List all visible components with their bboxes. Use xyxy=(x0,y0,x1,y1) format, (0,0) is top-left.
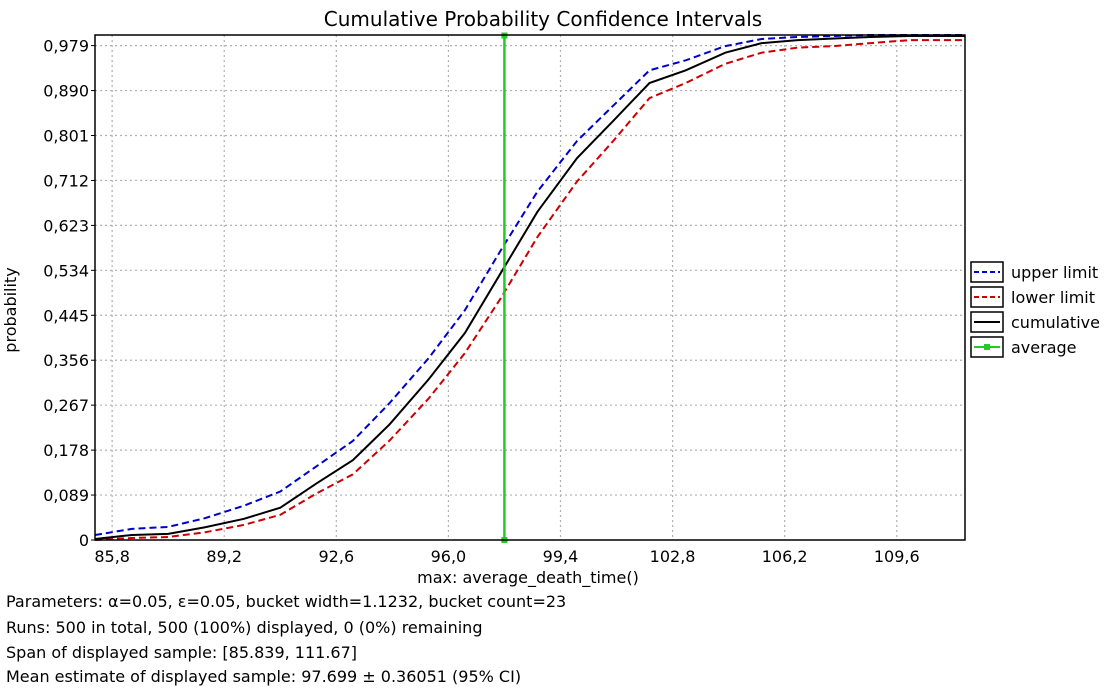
legend-label: cumulative xyxy=(1011,313,1100,332)
series-line-cumulative xyxy=(94,35,965,540)
y-tick-label: 0,445 xyxy=(43,306,89,325)
y-tick-label: 0,623 xyxy=(43,216,89,235)
x-tick-label: 96,0 xyxy=(431,547,467,566)
legend-label: average xyxy=(1011,338,1077,357)
runs-text: Runs: 500 in total, 500 (100%) displayed… xyxy=(6,618,483,637)
x-tick-label: 99,4 xyxy=(543,547,579,566)
legend-label: upper limit xyxy=(1011,263,1098,282)
mean-estimate-text: Mean estimate of displayed sample: 97.69… xyxy=(6,667,522,686)
y-tick-label: 0,534 xyxy=(43,261,89,280)
y-tick-label: 0 xyxy=(79,531,89,550)
x-tick-label: 89,2 xyxy=(206,547,242,566)
plot-border xyxy=(94,34,966,541)
plot-area xyxy=(95,35,965,540)
y-tick-label: 0,712 xyxy=(43,171,89,190)
parameters-text: Parameters: α=0.05, ε=0.05, bucket width… xyxy=(6,592,567,611)
x-tick-label: 102,8 xyxy=(650,547,696,566)
series-line-upper-limit xyxy=(94,34,965,536)
x-tick-label: 85,8 xyxy=(94,547,130,566)
y-tick-label: 0,356 xyxy=(43,351,89,370)
x-tick-label: 92,6 xyxy=(319,547,355,566)
y-tick-label: 0,267 xyxy=(43,396,89,415)
chart-title: Cumulative Probability Confidence Interv… xyxy=(324,7,762,31)
y-tick-label: 0,178 xyxy=(43,441,89,460)
legend-marker xyxy=(984,344,990,350)
x-axis-label: max: average_death_time() xyxy=(417,568,639,588)
legend-label: lower limit xyxy=(1011,288,1095,307)
grid-lines xyxy=(95,35,965,540)
x-tick-label: 106,2 xyxy=(762,547,808,566)
series-line-lower-limit xyxy=(94,39,965,541)
span-text: Span of displayed sample: [85.839, 111.6… xyxy=(6,643,358,662)
legend: upper limit lower limit cumulative average xyxy=(970,261,1100,358)
y-tick-label: 0,979 xyxy=(43,37,89,56)
y-tick-label: 0,801 xyxy=(43,126,89,145)
y-tick-label: 0,089 xyxy=(43,486,89,505)
x-tick-label: 109,6 xyxy=(874,547,920,566)
axes: 85,8 89,2 92,6 96,0 99,4 102,8 106,2 109,6 0 0,08… xyxy=(43,34,966,566)
y-axis-label: probability xyxy=(1,267,20,352)
plot-background xyxy=(95,35,965,540)
y-tick-label: 0,890 xyxy=(43,82,89,101)
cumulative-probability-chart: Cumulative Probability Confidence Interv… xyxy=(1,7,1100,588)
